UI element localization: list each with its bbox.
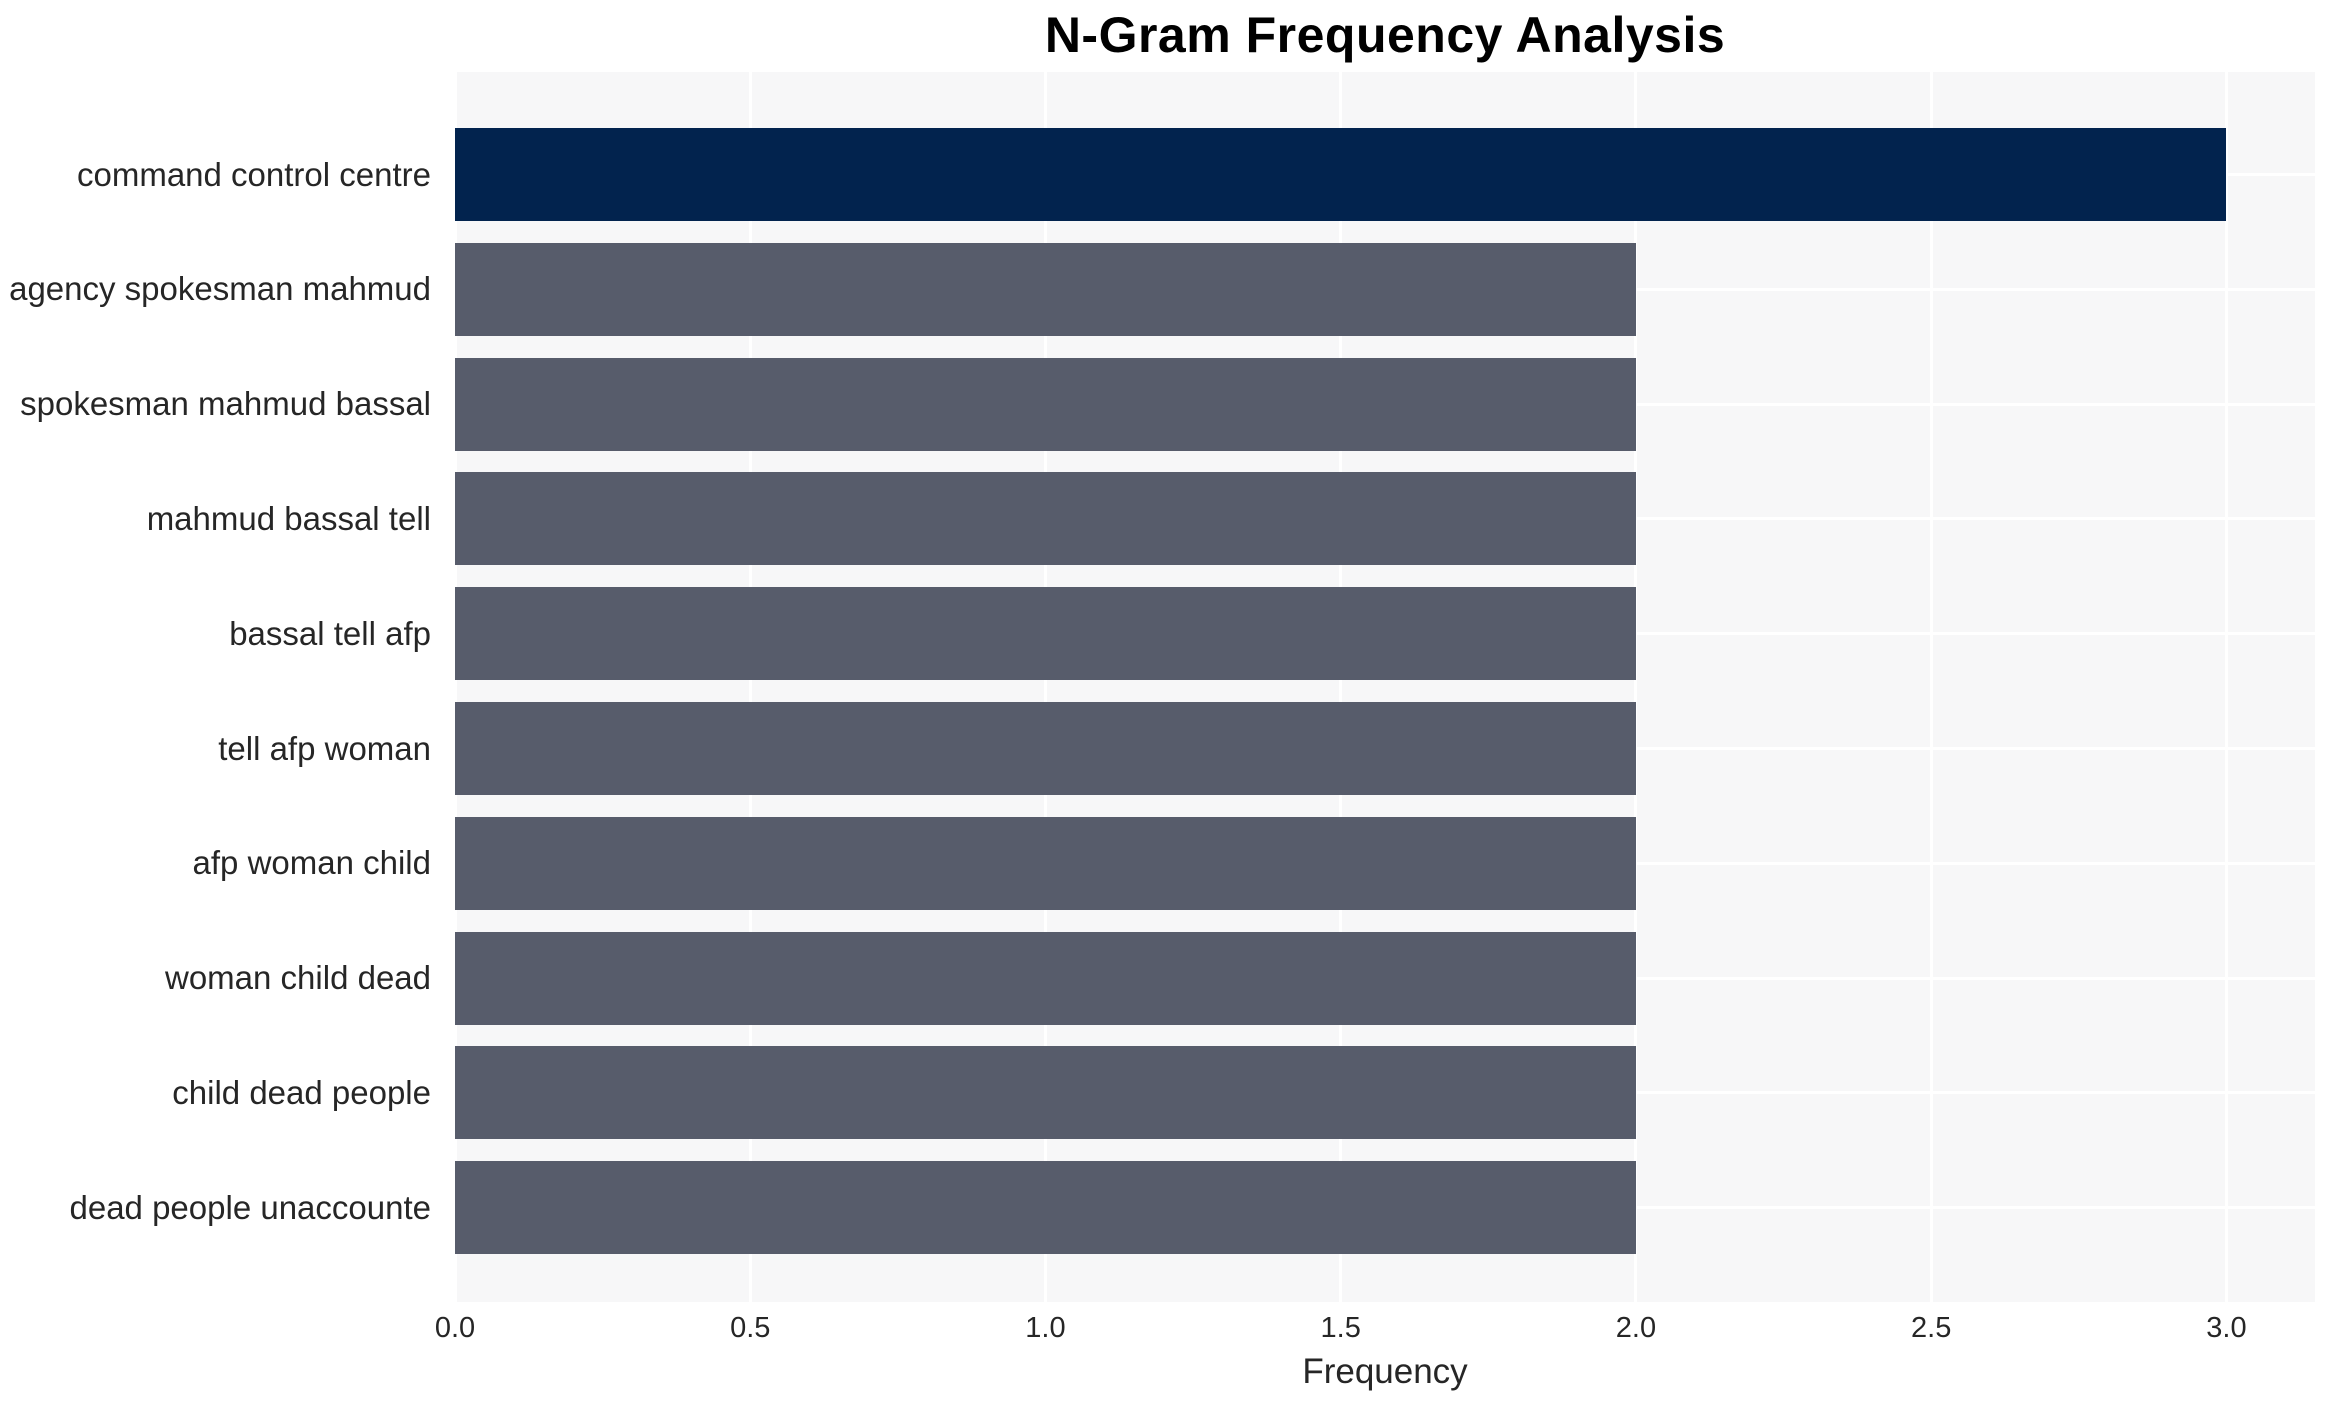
- category-label: tell afp woman: [218, 729, 431, 767]
- bar-agency-spokesman-mahmud: [455, 242, 1636, 336]
- gridline-vertical: [2224, 72, 2228, 1302]
- bar-spokesman-mahmud-bassal: [455, 357, 1636, 451]
- bar-tell-afp-woman: [455, 702, 1636, 795]
- category-label: mahmud bassal tell: [146, 499, 431, 537]
- category-label: agency spokesman mahmud: [9, 270, 431, 308]
- bar-command-control-centre: [455, 128, 2227, 221]
- gridline-vertical: [1634, 72, 1638, 1302]
- category-label: dead people unaccounte: [69, 1188, 432, 1226]
- bar-woman-child-dead: [455, 931, 1636, 1025]
- bar-mahmud-bassal-tell: [455, 472, 1636, 566]
- x-tick-label: 2.5: [1911, 1312, 1952, 1344]
- plot-area: [453, 72, 2315, 1302]
- bar-afp-woman-child: [455, 816, 1636, 910]
- x-tick-label: 3.0: [2206, 1312, 2247, 1344]
- chart-title: N-Gram Frequency Analysis: [1044, 7, 1726, 63]
- gridline-vertical: [748, 72, 752, 1302]
- gridline-vertical: [1929, 72, 1933, 1302]
- y-axis-category-labels: command control centre agency spokesman m…: [0, 72, 443, 1302]
- x-tick-label: 0.0: [434, 1312, 476, 1344]
- gridline-vertical: [453, 72, 457, 1302]
- bar-bassal-tell-afp: [455, 587, 1636, 681]
- category-label: afp woman child: [192, 844, 431, 882]
- gridline-vertical: [1043, 72, 1047, 1302]
- bar-dead-people-unaccounte: [455, 1161, 1636, 1255]
- category-label: bassal tell afp: [229, 614, 431, 652]
- gridline-vertical: [1339, 72, 1343, 1302]
- x-tick-label: 1.5: [1320, 1312, 1361, 1344]
- category-label: spokesman mahmud bassal: [20, 385, 431, 423]
- category-label: command control centre: [77, 155, 431, 193]
- x-axis-ticks: 0.0 0.5 1.0 1.5 2.0 2.5 3.0: [435, 1312, 2315, 1352]
- x-axis-label: Frequency: [1302, 1352, 1468, 1391]
- category-label: child dead people: [172, 1073, 431, 1111]
- category-label: woman child dead: [165, 959, 431, 997]
- x-tick-label: 0.5: [730, 1312, 771, 1344]
- bar-child-dead-people: [455, 1046, 1636, 1140]
- x-tick-label: 1.0: [1025, 1312, 1066, 1344]
- x-tick-label: 2.0: [1615, 1312, 1657, 1344]
